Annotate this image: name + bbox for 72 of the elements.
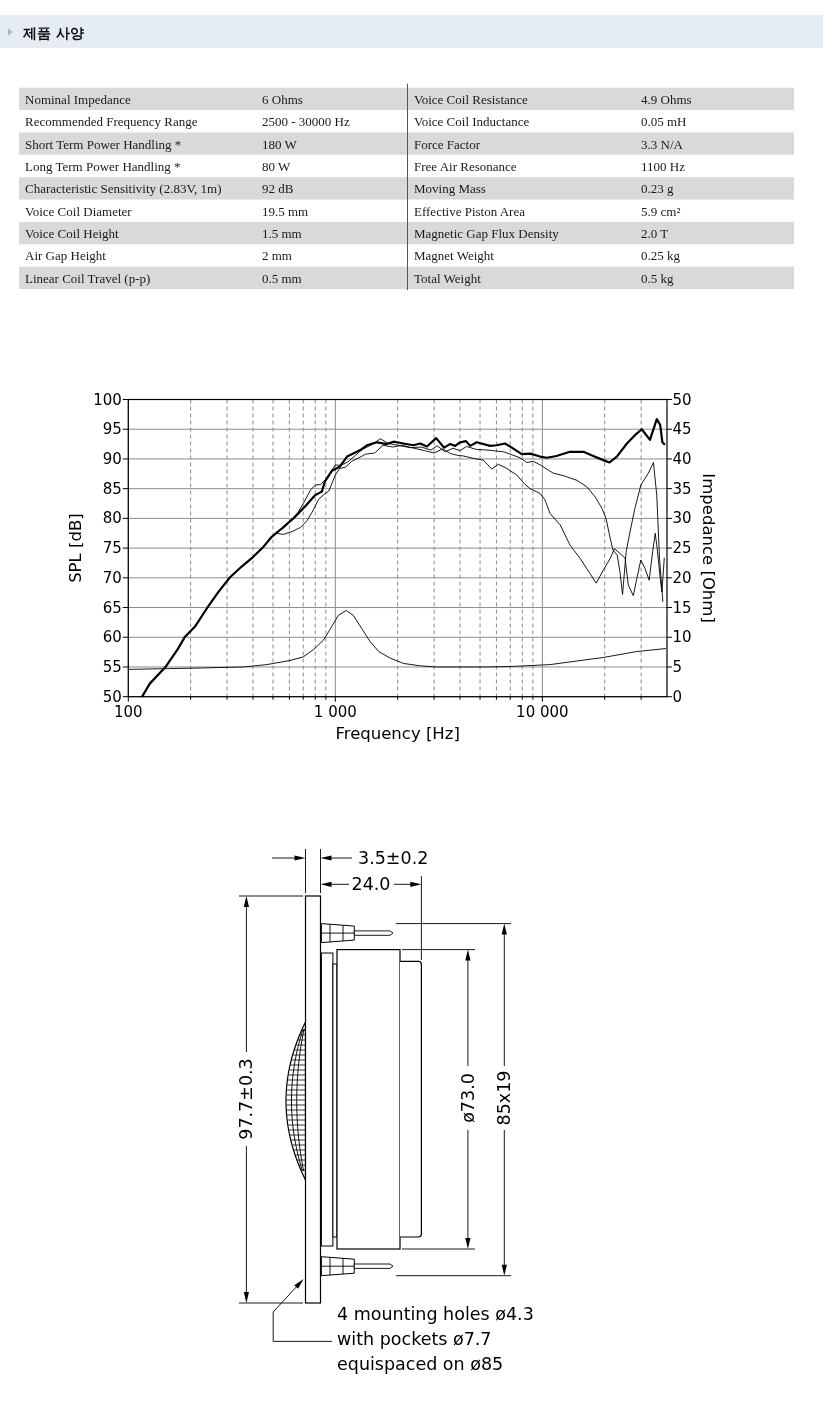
- text: 1100 Hz: [641, 158, 686, 174]
- text: 1.5 mm: [262, 225, 302, 241]
- y-tick-label: 100: [93, 390, 122, 409]
- text: 19.5 mm: [262, 203, 309, 219]
- text: 92 dB: [262, 180, 294, 196]
- y-tick-label: 50: [102, 687, 122, 706]
- text: 2 mm: [262, 247, 292, 263]
- text: Nominal Impedance: [25, 91, 131, 107]
- y2-tick-label: 35: [672, 479, 692, 498]
- text: 3.5±0.2: [358, 848, 429, 868]
- text: Total Weight: [414, 270, 482, 286]
- text: ø73.0: [457, 1073, 478, 1123]
- text: Voice Coil Diameter: [25, 203, 133, 219]
- y-tick-label: 95: [102, 420, 122, 439]
- text: 4 mounting holes ø4.3: [337, 1304, 534, 1324]
- text: 제품 사양: [22, 24, 84, 41]
- y2-tick-label: 50: [672, 390, 692, 409]
- y2-tick-label: 25: [672, 539, 692, 558]
- y2-tick-label: 0: [672, 687, 683, 706]
- y2-tick-label: 5: [672, 657, 683, 676]
- text: Short Term Power Handling *: [25, 136, 182, 152]
- text: 85x19: [494, 1070, 515, 1126]
- text: 6 Ohms: [262, 91, 303, 107]
- y2-axis-title: Impedance [Ohm]: [699, 473, 718, 623]
- y2-tick-label: 30: [672, 509, 692, 528]
- text: 180 W: [262, 136, 298, 152]
- text: Characteristic Sensitivity (2.83V, 1m): [25, 180, 222, 196]
- text: Voice Coil Inductance: [414, 113, 530, 129]
- text: 24.0: [351, 874, 391, 895]
- text: 97.7±0.3: [236, 1058, 257, 1140]
- text: 2500 - 30000 Hz: [262, 113, 350, 129]
- text: 4.9 Ohms: [641, 91, 692, 107]
- y2-tick-label: 20: [672, 568, 692, 587]
- text: 5.9 cm²: [641, 203, 681, 219]
- text: 0.5 mm: [262, 270, 302, 286]
- text: Moving Mass: [414, 180, 486, 196]
- y-tick-label: 80: [102, 509, 122, 528]
- text: 2.0 T: [641, 225, 669, 241]
- text: Magnet Weight: [414, 247, 495, 263]
- y-tick-label: 70: [102, 568, 122, 587]
- text: Recommended Frequency Range: [25, 113, 198, 129]
- text: 80 W: [262, 158, 292, 174]
- y-axis-title: SPL [dB]: [65, 513, 85, 583]
- y-tick-label: 85: [102, 479, 122, 498]
- x-tick-label: 1 000: [313, 702, 357, 721]
- text: Long Term Power Handling *: [25, 158, 181, 174]
- text: Linear Coil Travel (p-p): [25, 270, 151, 286]
- text: Free Air Resonance: [414, 158, 517, 174]
- text: 0.5 kg: [641, 270, 674, 286]
- text: equispaced on ø85: [337, 1354, 504, 1374]
- text: Voice Coil Resistance: [414, 91, 529, 107]
- text: 3.3 N/A: [641, 136, 684, 152]
- y-tick-label: 65: [102, 598, 122, 617]
- text: Magnetic Gap Flux Density: [414, 225, 560, 241]
- y-tick-label: 60: [102, 628, 122, 647]
- text: Force Factor: [414, 136, 481, 152]
- y2-tick-label: 15: [672, 598, 692, 617]
- y-tick-label: 75: [102, 539, 122, 558]
- y2-tick-label: 45: [672, 420, 692, 439]
- text: Effective Piston Area: [414, 203, 526, 219]
- text: Voice Coil Height: [25, 225, 120, 241]
- text: Air Gap Height: [25, 247, 107, 263]
- text: with pockets ø7.7: [337, 1329, 492, 1349]
- text: 0.05 mH: [641, 113, 687, 129]
- text: 0.23 g: [641, 180, 674, 196]
- y2-tick-label: 10: [672, 628, 692, 647]
- x-axis-title: Frequency [Hz]: [335, 723, 460, 743]
- y-tick-label: 55: [102, 657, 122, 676]
- text: 0.25 kg: [641, 247, 681, 263]
- y-tick-label: 90: [102, 449, 122, 468]
- x-tick-label: 10 000: [516, 702, 569, 721]
- y2-tick-label: 40: [672, 449, 692, 468]
